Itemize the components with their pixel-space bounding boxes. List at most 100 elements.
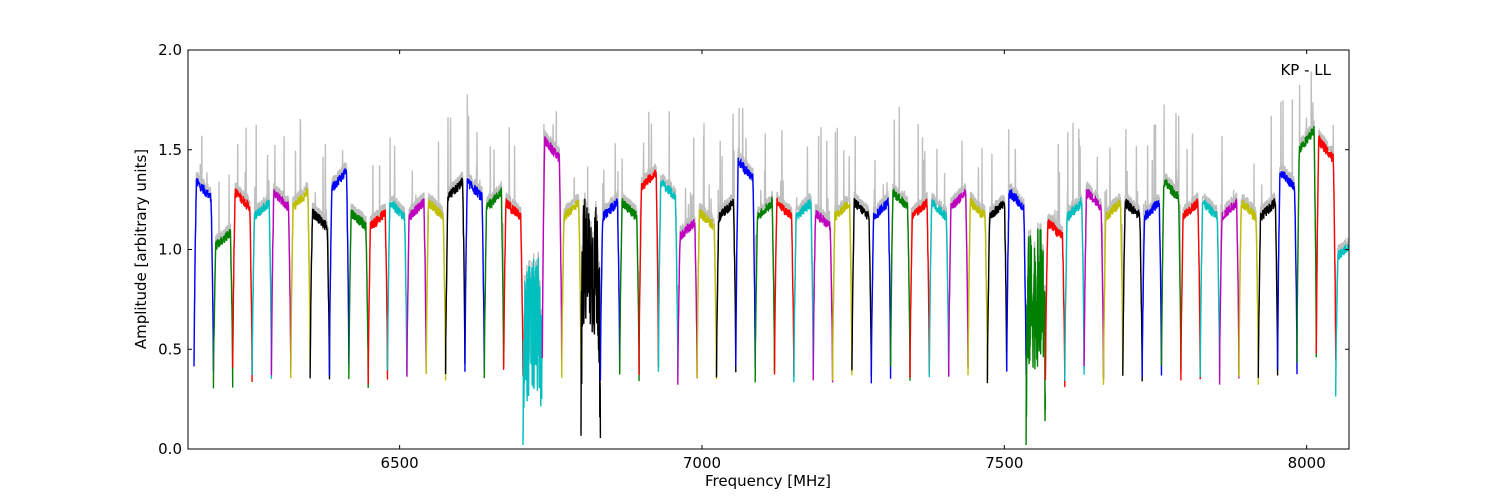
x-tick-label: 8000 bbox=[1288, 454, 1326, 472]
background-channel-line bbox=[444, 117, 466, 369]
background-channel-line bbox=[1044, 143, 1066, 382]
channel-line bbox=[948, 188, 969, 377]
y-tick-label: 0.0 bbox=[158, 440, 182, 458]
channel-line bbox=[1315, 134, 1337, 360]
channel-line bbox=[1122, 198, 1143, 382]
channel-line bbox=[657, 179, 679, 377]
channel-line bbox=[1218, 198, 1240, 385]
background-channel-line bbox=[1257, 115, 1279, 372]
channel-line bbox=[232, 188, 253, 383]
x-tick-label: 7000 bbox=[683, 454, 721, 472]
channel-line bbox=[1296, 126, 1318, 363]
background-channel-line bbox=[212, 174, 234, 383]
channel-line bbox=[1334, 242, 1349, 397]
background-channel-line bbox=[967, 148, 989, 377]
channel-line bbox=[1064, 196, 1085, 381]
channel-line bbox=[1083, 189, 1105, 379]
background-channel-line bbox=[754, 133, 776, 377]
background-channel-line bbox=[599, 143, 621, 375]
background-channel-line bbox=[870, 159, 892, 378]
background-channel-line bbox=[251, 124, 273, 374]
channel-line bbox=[483, 187, 505, 379]
background-channel-line bbox=[1006, 129, 1027, 369]
channel-line bbox=[212, 228, 234, 389]
background-channel-line bbox=[1296, 71, 1318, 357]
background-channel-line bbox=[812, 127, 834, 377]
channel-series-group bbox=[193, 126, 1349, 446]
channel-line bbox=[1257, 198, 1279, 378]
background-channel-line bbox=[464, 94, 485, 366]
channel-line bbox=[444, 177, 466, 375]
channel-line bbox=[1199, 199, 1221, 378]
background-channel-line bbox=[715, 113, 737, 372]
channel-line bbox=[754, 196, 776, 383]
channel-line bbox=[580, 198, 602, 439]
channel-line bbox=[425, 198, 447, 381]
background-channel-line bbox=[831, 127, 853, 375]
channel-line bbox=[328, 168, 350, 376]
channel-line bbox=[715, 198, 737, 378]
channel-line bbox=[1276, 171, 1298, 375]
channel-line bbox=[1044, 219, 1066, 388]
channel-line bbox=[406, 198, 427, 377]
y-tick-label: 1.0 bbox=[158, 241, 182, 259]
background-channel-line bbox=[638, 111, 660, 370]
background-channel-line bbox=[406, 170, 427, 371]
background-channel-line bbox=[851, 136, 872, 370]
channel-line bbox=[193, 178, 215, 372]
channel-line bbox=[522, 257, 543, 446]
background-channel-line bbox=[696, 123, 718, 374]
y-axis-label: Amplitude [arbitrary units] bbox=[132, 149, 150, 349]
channel-line bbox=[638, 169, 660, 376]
x-tick-label: 7500 bbox=[985, 454, 1023, 472]
background-channel-line bbox=[1064, 122, 1085, 375]
channel-line bbox=[251, 199, 273, 380]
background-channel-line bbox=[773, 130, 795, 371]
y-tick-label: 2.0 bbox=[158, 41, 182, 59]
background-channel-line bbox=[619, 158, 640, 376]
background-channel-line bbox=[735, 107, 756, 362]
background-channel-line bbox=[1160, 104, 1182, 366]
channel-line bbox=[1141, 200, 1163, 378]
background-channel-line bbox=[1083, 156, 1105, 373]
background-channel-line bbox=[657, 111, 679, 371]
background-channel-line bbox=[1218, 135, 1240, 379]
x-tick-label: 6500 bbox=[381, 454, 419, 472]
channel-line bbox=[464, 177, 485, 372]
channel-line bbox=[928, 198, 950, 378]
channel-line bbox=[619, 198, 640, 382]
background-channel-line bbox=[1276, 99, 1298, 369]
channel-line bbox=[677, 219, 698, 385]
channel-line bbox=[1238, 199, 1260, 385]
background-channel-line bbox=[425, 141, 447, 375]
background-channel-line bbox=[1180, 133, 1201, 375]
background-channel-line bbox=[386, 137, 408, 371]
channel-line bbox=[348, 209, 369, 388]
channel-line bbox=[309, 208, 331, 380]
background-channel-line bbox=[677, 137, 698, 379]
y-tick-label: 1.5 bbox=[158, 141, 182, 159]
background-channel-line bbox=[309, 144, 331, 374]
background-channel-line bbox=[1238, 163, 1260, 379]
background-channel-line bbox=[909, 123, 930, 372]
background-channel-line bbox=[948, 140, 969, 371]
background-channel-line bbox=[889, 106, 911, 375]
channel-line bbox=[1160, 178, 1182, 372]
x-axis-label: Frequency [MHz] bbox=[705, 472, 831, 490]
background-channel-line bbox=[793, 146, 814, 377]
background-channel-line bbox=[1122, 129, 1143, 376]
channel-line bbox=[967, 197, 989, 383]
background-channel-line bbox=[232, 127, 253, 377]
background-channel-line bbox=[928, 148, 950, 372]
background-channel-line bbox=[270, 136, 292, 370]
channel-line bbox=[1102, 199, 1124, 385]
x-axis-ticks: 6500 7000 7500 8000 bbox=[381, 50, 1326, 472]
channel-line bbox=[889, 188, 911, 381]
background-channel-line bbox=[290, 118, 311, 373]
plot-frame bbox=[187, 49, 1350, 450]
background-channel-line bbox=[1141, 124, 1163, 372]
background-channel-line bbox=[367, 165, 389, 374]
channel-line bbox=[773, 197, 795, 377]
background-channel-line bbox=[1334, 236, 1349, 391]
